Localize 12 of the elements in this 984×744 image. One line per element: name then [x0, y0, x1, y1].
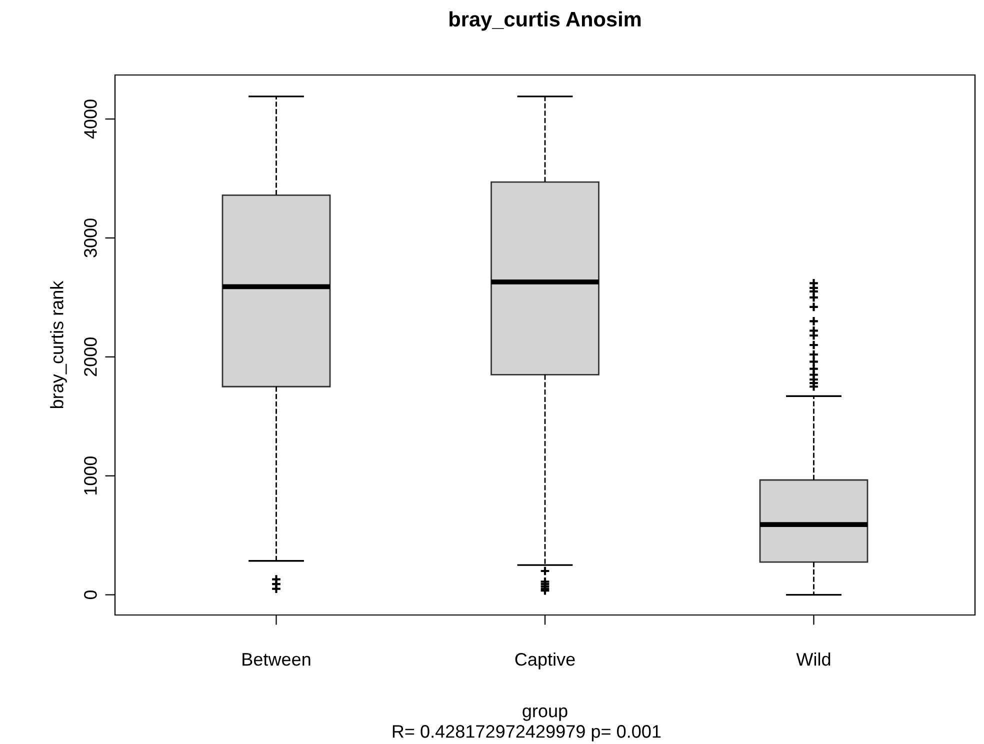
y-tick-label: 0: [84, 590, 97, 600]
x-tick-label: Captive: [515, 652, 575, 670]
chart-title: bray_curtis Anosim: [450, 11, 641, 31]
y-tick-label: 3000: [84, 218, 97, 258]
x-tick-label: Between: [242, 653, 310, 666]
y-axis-title: bray_curtis rank: [50, 280, 67, 408]
text: R= 0.428172972429979 p= 0.001: [392, 725, 661, 742]
x-axis-title: group: [522, 707, 568, 721]
x-tick-label: Wild: [796, 652, 830, 666]
y-tick-label: 4000: [84, 100, 97, 139]
y-tick-label: 1000: [84, 456, 97, 495]
y-tick-label: 2000: [84, 338, 97, 376]
